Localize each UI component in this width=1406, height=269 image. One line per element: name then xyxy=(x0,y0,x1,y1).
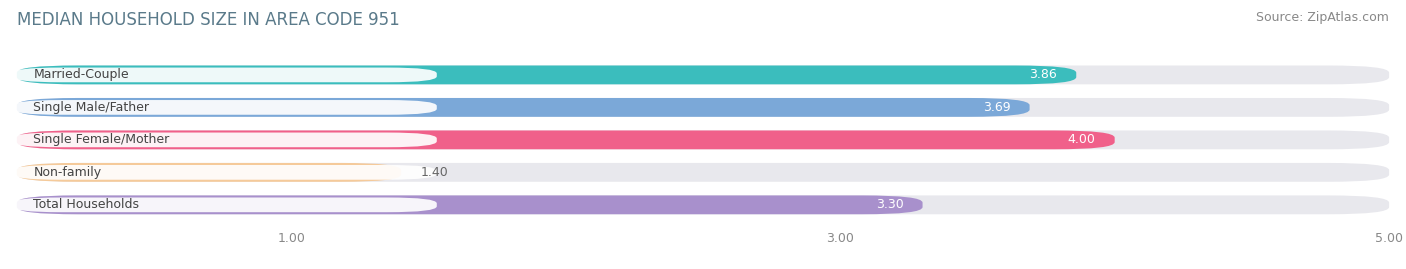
Text: Source: ZipAtlas.com: Source: ZipAtlas.com xyxy=(1256,11,1389,24)
Text: 4.00: 4.00 xyxy=(1067,133,1095,146)
FancyBboxPatch shape xyxy=(11,68,437,82)
Text: 3.86: 3.86 xyxy=(1029,68,1057,82)
FancyBboxPatch shape xyxy=(17,130,1115,149)
FancyBboxPatch shape xyxy=(17,65,1076,84)
FancyBboxPatch shape xyxy=(17,163,1389,182)
FancyBboxPatch shape xyxy=(11,165,437,180)
Text: 3.69: 3.69 xyxy=(983,101,1011,114)
FancyBboxPatch shape xyxy=(17,98,1029,117)
FancyBboxPatch shape xyxy=(17,163,401,182)
Text: MEDIAN HOUSEHOLD SIZE IN AREA CODE 951: MEDIAN HOUSEHOLD SIZE IN AREA CODE 951 xyxy=(17,11,399,29)
FancyBboxPatch shape xyxy=(17,98,1389,117)
Text: Non-family: Non-family xyxy=(34,166,101,179)
Text: Single Male/Father: Single Male/Father xyxy=(34,101,149,114)
Text: Married-Couple: Married-Couple xyxy=(34,68,129,82)
FancyBboxPatch shape xyxy=(17,130,1389,149)
Text: 3.30: 3.30 xyxy=(876,198,903,211)
FancyBboxPatch shape xyxy=(17,65,1389,84)
Text: 1.40: 1.40 xyxy=(420,166,449,179)
Text: Total Households: Total Households xyxy=(34,198,139,211)
FancyBboxPatch shape xyxy=(17,195,1389,214)
FancyBboxPatch shape xyxy=(11,133,437,147)
FancyBboxPatch shape xyxy=(11,100,437,115)
FancyBboxPatch shape xyxy=(11,197,437,212)
Text: Single Female/Mother: Single Female/Mother xyxy=(34,133,170,146)
FancyBboxPatch shape xyxy=(17,195,922,214)
